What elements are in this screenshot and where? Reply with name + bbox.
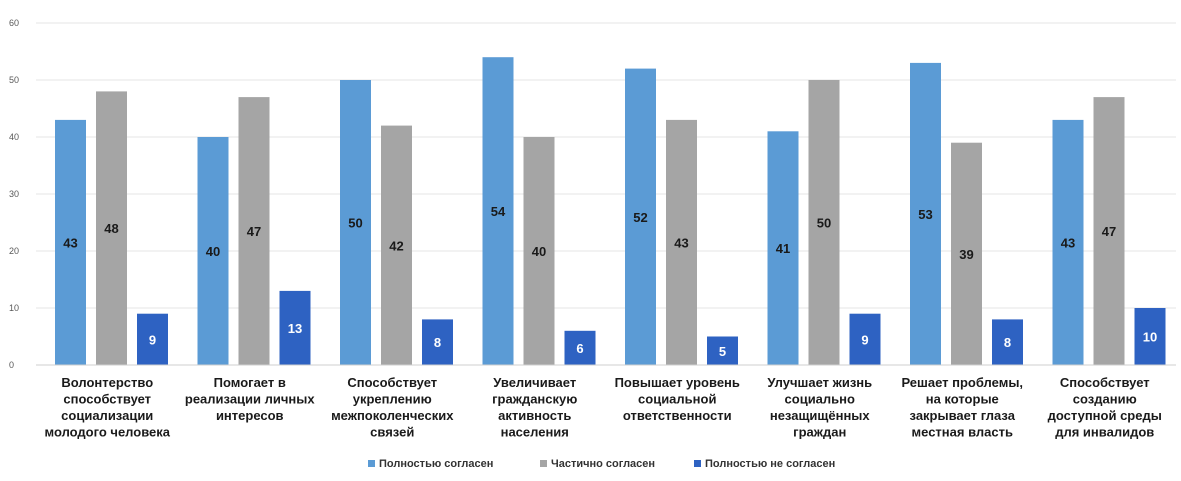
legend-label: Полностью согласен: [379, 458, 493, 470]
category-label: связей: [370, 425, 414, 440]
category-label: Увеличивает: [493, 375, 576, 390]
data-label: 50: [348, 216, 362, 231]
category-label: межпоколенческих: [331, 408, 454, 423]
bar: [279, 290, 311, 365]
data-label: 47: [247, 224, 261, 239]
bar: [381, 125, 412, 365]
category-label: социальной: [638, 392, 716, 407]
y-tick-label: 20: [9, 246, 19, 256]
category-label: для инвалидов: [1055, 425, 1154, 440]
category-label: Повышает уровень: [615, 375, 740, 390]
data-label: 40: [532, 244, 546, 259]
y-tick-label: 30: [9, 189, 19, 199]
category-label: способствует: [63, 392, 151, 407]
data-label: 52: [633, 210, 647, 225]
legend-label: Полностью не согласен: [705, 458, 835, 470]
data-label: 43: [1061, 235, 1075, 250]
data-label: 50: [817, 216, 831, 231]
legend-swatch: [694, 460, 701, 467]
data-label: 9: [149, 332, 156, 347]
category-label: социализации: [61, 408, 153, 423]
bar: [340, 80, 371, 365]
data-label: 47: [1102, 224, 1116, 239]
category-label: ответственности: [623, 408, 732, 423]
data-label: 13: [288, 321, 302, 336]
category-label: доступной среды: [1048, 408, 1162, 423]
bar: [55, 119, 86, 366]
y-axis-ticks: 0 10 20 30 40 50 60: [9, 18, 19, 370]
y-tick-label: 0: [9, 360, 14, 370]
bar: [1093, 97, 1125, 365]
category-label: закрывает глаза: [910, 408, 1016, 423]
legend-swatch: [540, 460, 547, 467]
category-label: гражданскую: [492, 392, 577, 407]
bar: [482, 57, 514, 365]
bar: [564, 330, 596, 365]
category-label: Способствует: [347, 375, 437, 390]
y-tick-label: 10: [9, 303, 19, 313]
bar: [1052, 119, 1084, 366]
category-label: созданию: [1073, 392, 1137, 407]
bar: [910, 62, 941, 366]
bar: [666, 119, 697, 366]
data-labels: 43 48 9 40 47 13 50 42 8 54 40 6 52 43 5 41 50 9 53 39 8 43 47…: [63, 204, 1157, 359]
bar: [625, 68, 656, 365]
category-label: Решает проблемы,: [901, 375, 1023, 390]
category-label: незащищённых: [770, 408, 871, 423]
category-label: Способствует: [1060, 375, 1150, 390]
bar: [1134, 308, 1166, 365]
data-label: 42: [389, 238, 403, 253]
data-label: 9: [861, 332, 868, 347]
category-label: укреплению: [353, 392, 432, 407]
category-label: Улучшает жизнь: [767, 375, 872, 390]
data-label: 6: [576, 341, 583, 356]
category-label: активность: [498, 408, 571, 423]
legend-label: Частично согласен: [551, 458, 655, 470]
data-label: 5: [719, 344, 726, 359]
data-label: 8: [434, 335, 441, 350]
category-label: Волонтерство: [61, 375, 153, 390]
data-label: 8: [1004, 335, 1011, 350]
category-label: на которые: [926, 392, 999, 407]
data-label: 54: [491, 204, 506, 219]
data-label: 53: [918, 207, 932, 222]
category-label: граждан: [793, 425, 846, 440]
y-tick-label: 50: [9, 75, 19, 85]
bar: [707, 336, 738, 365]
bar: [767, 131, 799, 365]
bar: [137, 313, 168, 365]
data-label: 39: [959, 247, 973, 262]
category-label: местная власть: [912, 425, 1013, 440]
bars: [55, 57, 1166, 366]
bar: [992, 319, 1023, 365]
data-label: 10: [1143, 330, 1157, 345]
legend-swatch: [368, 460, 375, 467]
category-label: молодого человека: [45, 425, 171, 440]
category-label: интересов: [216, 408, 284, 423]
y-tick-label: 40: [9, 132, 19, 142]
data-label: 43: [674, 235, 688, 250]
data-label: 40: [206, 244, 220, 259]
data-label: 41: [776, 241, 790, 256]
legend: Полностью согласен Частично согласен Полно…: [368, 458, 835, 470]
bar: [849, 313, 881, 365]
category-label: Помогает в: [214, 375, 286, 390]
category-label: реализации личных: [185, 392, 316, 407]
data-label: 48: [104, 221, 118, 236]
bar: [238, 97, 270, 365]
bar: [96, 91, 127, 366]
y-tick-label: 60: [9, 18, 19, 28]
category-label: социально: [785, 392, 855, 407]
bar: [523, 137, 555, 365]
bar: [422, 319, 453, 365]
category-label: населения: [501, 425, 569, 440]
bar: [808, 80, 840, 365]
bar: [197, 137, 229, 365]
data-label: 43: [63, 235, 77, 250]
bar: [951, 142, 982, 365]
